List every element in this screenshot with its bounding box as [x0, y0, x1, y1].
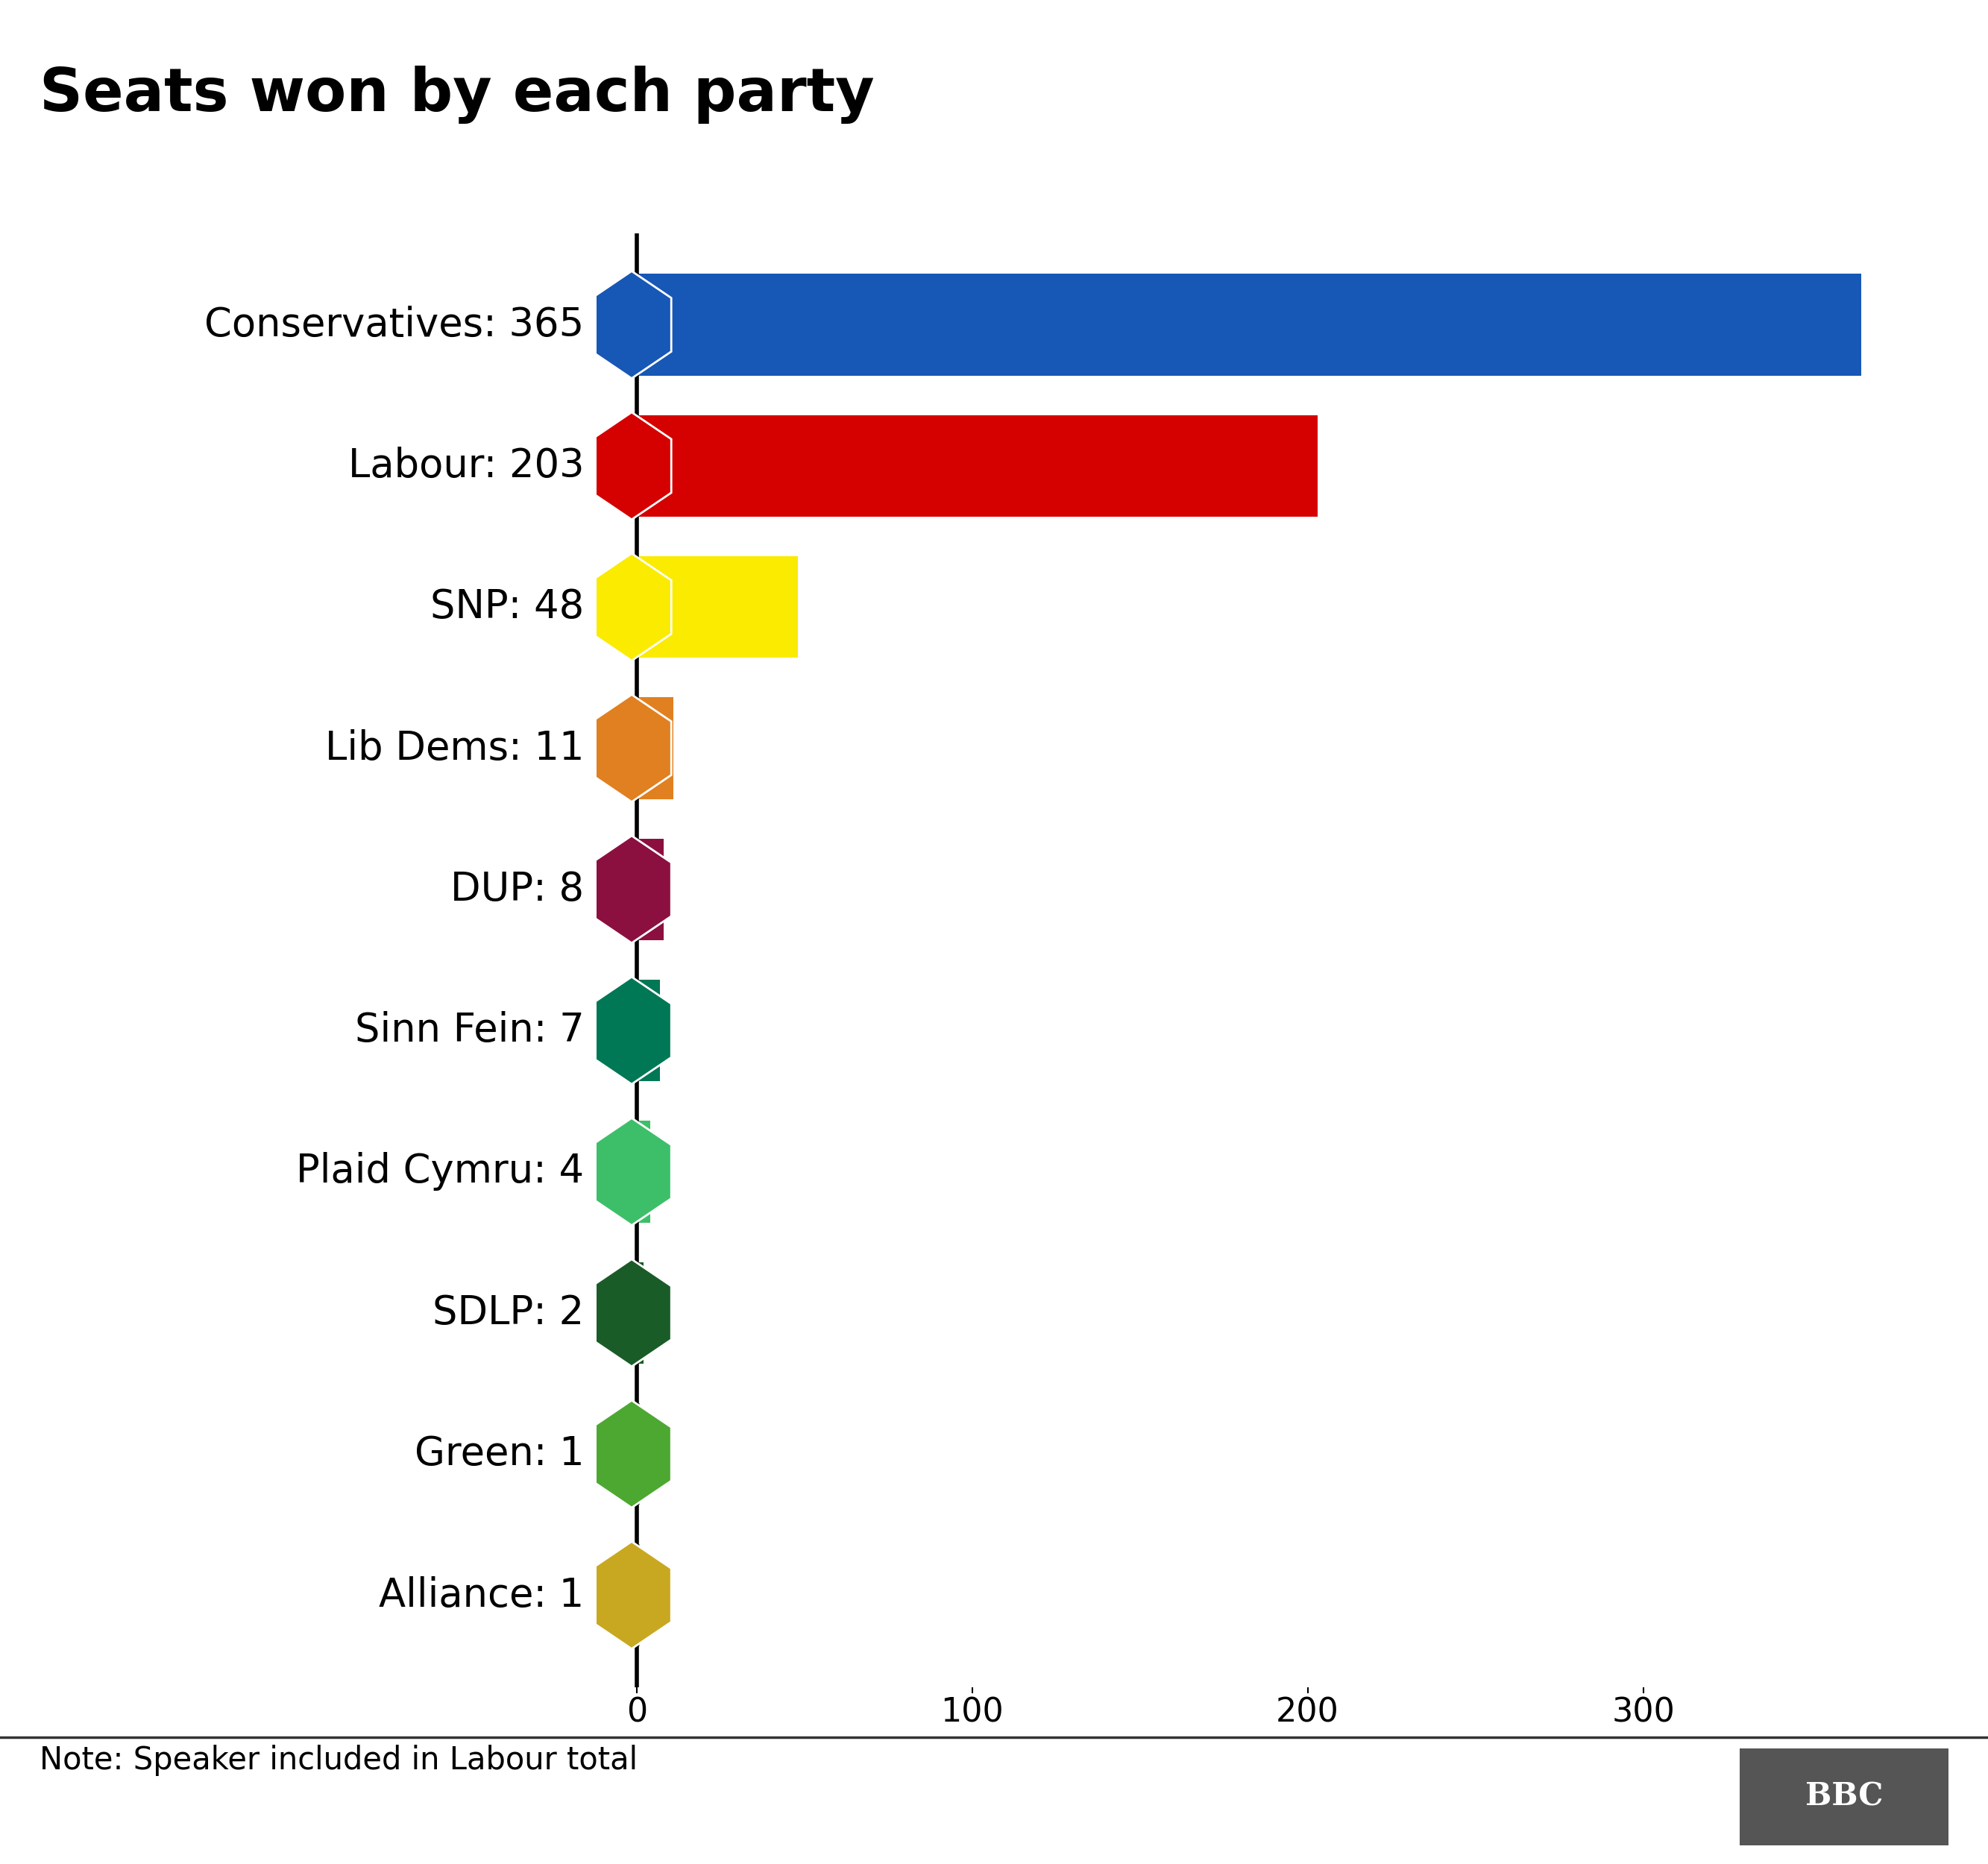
Text: Conservatives: 365: Conservatives: 365: [205, 306, 584, 345]
Bar: [636, 697, 674, 800]
Text: Note: Speaker included in Labour total: Note: Speaker included in Labour total: [40, 1745, 638, 1776]
Text: SDLP: 2: SDLP: 2: [433, 1294, 584, 1333]
Bar: [636, 555, 797, 658]
Text: Plaid Cymru: 4: Plaid Cymru: 4: [296, 1152, 584, 1191]
Bar: [636, 416, 1318, 516]
Polygon shape: [592, 1118, 672, 1225]
Text: BBC: BBC: [1805, 1782, 1883, 1812]
Text: SNP: 48: SNP: 48: [429, 587, 584, 626]
Polygon shape: [592, 554, 672, 660]
Bar: [636, 1404, 640, 1504]
Polygon shape: [592, 835, 672, 943]
Text: Lib Dems: 11: Lib Dems: 11: [326, 729, 584, 768]
Polygon shape: [592, 412, 672, 520]
Polygon shape: [592, 270, 672, 378]
Bar: [636, 1545, 640, 1646]
Text: DUP: 8: DUP: 8: [451, 870, 584, 910]
Bar: [636, 1120, 650, 1223]
Bar: [636, 1262, 644, 1364]
Text: Seats won by each party: Seats won by each party: [40, 65, 875, 123]
Text: Sinn Fein: 7: Sinn Fein: 7: [354, 1010, 584, 1049]
Text: Alliance: 1: Alliance: 1: [380, 1575, 584, 1614]
Text: Green: 1: Green: 1: [414, 1435, 584, 1473]
Bar: [636, 839, 664, 939]
Polygon shape: [592, 977, 672, 1085]
Bar: [636, 274, 1861, 375]
Polygon shape: [592, 695, 672, 802]
Polygon shape: [592, 1260, 672, 1366]
Polygon shape: [592, 1400, 672, 1508]
Polygon shape: [592, 1542, 672, 1650]
Bar: [636, 980, 660, 1081]
Text: Labour: 203: Labour: 203: [348, 447, 584, 485]
